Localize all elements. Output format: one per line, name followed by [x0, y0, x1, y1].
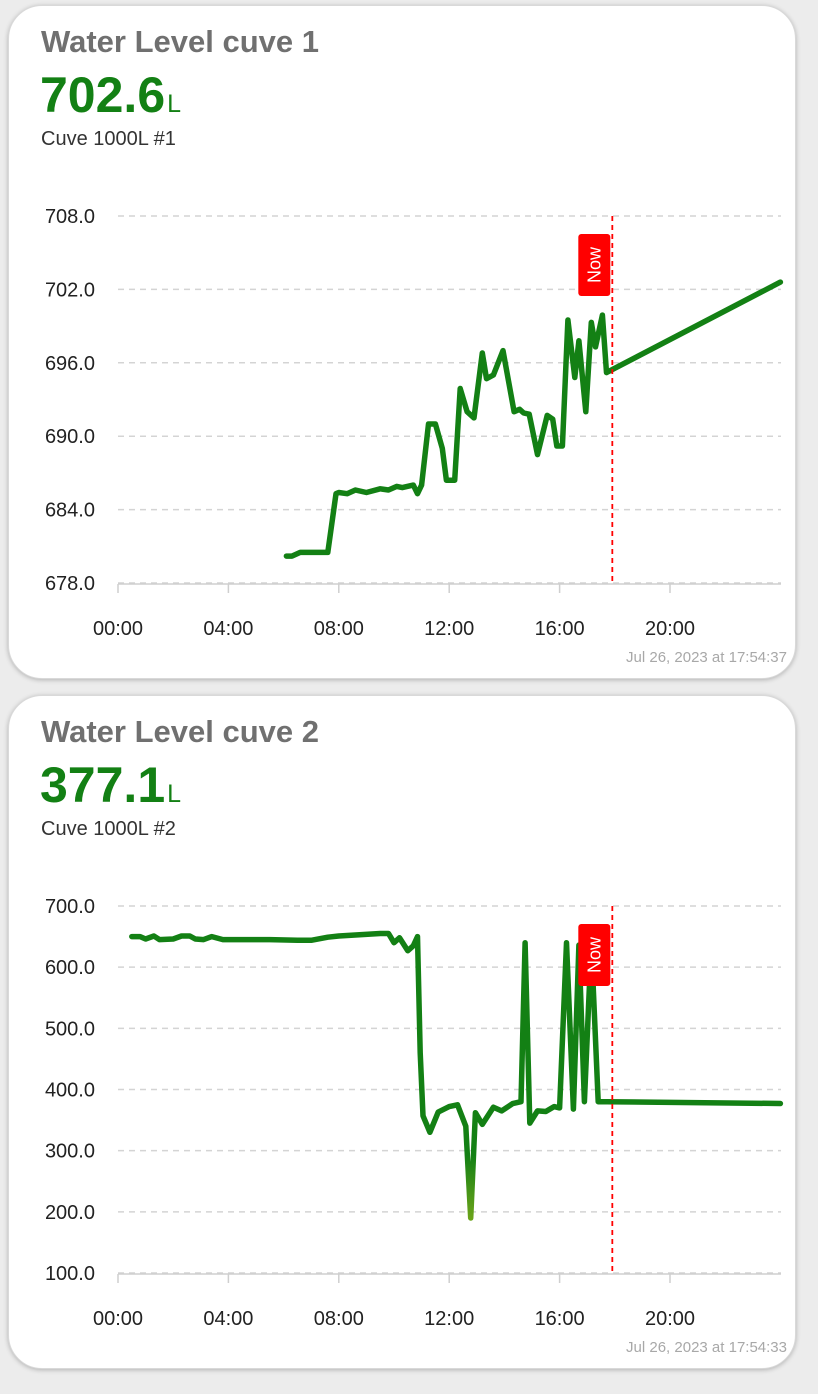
x-tick-label: 04:00 [203, 618, 253, 640]
series-line [129, 930, 784, 1221]
y-tick-label: 500.0 [45, 1018, 95, 1040]
now-badge [578, 924, 611, 986]
y-tick-label: 678.0 [45, 573, 95, 595]
value-unit: L [167, 780, 182, 808]
timestamp: Jul 26, 2023 at 17:54:37 [626, 649, 787, 666]
y-tick-label: 600.0 [45, 957, 95, 979]
timestamp: Jul 26, 2023 at 17:54:33 [626, 1339, 787, 1356]
x-tick-label: 00:00 [93, 618, 143, 640]
y-tick-label: 702.0 [45, 279, 95, 301]
water-level-card-1[interactable]: Water Level cuve 1 702.6L Cuve 1000L #1 … [8, 5, 796, 679]
card-subtitle: Cuve 1000L #2 [41, 818, 176, 840]
y-tick-label: 696.0 [45, 353, 95, 375]
card-title: Water Level cuve 1 [41, 24, 319, 59]
x-tick-label: 20:00 [645, 618, 695, 640]
x-tick-label: 12:00 [424, 1308, 474, 1330]
x-tick-label: 16:00 [535, 1308, 585, 1330]
y-tick-label: 200.0 [45, 1202, 95, 1224]
level-chart: 678.0 684.0 690.0 696.0 702.0 708.0 00:00 04:00… [45, 206, 784, 640]
now-badge [578, 234, 611, 296]
x-tick-label: 04:00 [203, 1308, 253, 1330]
series-line [283, 279, 784, 559]
card-subtitle: Cuve 1000L #1 [41, 128, 176, 150]
current-value: 377.1L [40, 756, 181, 814]
x-tick-label: 08:00 [314, 618, 364, 640]
y-tick-label: 690.0 [45, 426, 95, 448]
now-label: Now [584, 246, 604, 283]
x-tick-label: 00:00 [93, 1308, 143, 1330]
x-tick-label: 20:00 [645, 1308, 695, 1330]
x-tick-label: 08:00 [314, 1308, 364, 1330]
level-chart: 100.0 200.0 300.0 400.0 500.0 600.0 700.0 00:00… [45, 896, 784, 1330]
y-tick-label: 684.0 [45, 500, 95, 522]
y-tick-label: 700.0 [45, 896, 95, 918]
y-tick-label: 708.0 [45, 206, 95, 228]
y-tick-label: 400.0 [45, 1080, 95, 1102]
water-level-card-2[interactable]: Water Level cuve 2 377.1L Cuve 1000L #2 … [8, 695, 796, 1369]
y-tick-label: 300.0 [45, 1141, 95, 1163]
value-number: 702.6 [40, 67, 166, 123]
x-tick-label: 16:00 [535, 618, 585, 640]
current-value: 702.6L [40, 66, 181, 124]
card-title: Water Level cuve 2 [41, 714, 319, 749]
value-number: 377.1 [40, 757, 166, 813]
y-tick-label: 100.0 [45, 1263, 95, 1285]
now-label: Now [584, 936, 604, 973]
value-unit: L [167, 90, 182, 118]
x-tick-label: 12:00 [424, 618, 474, 640]
